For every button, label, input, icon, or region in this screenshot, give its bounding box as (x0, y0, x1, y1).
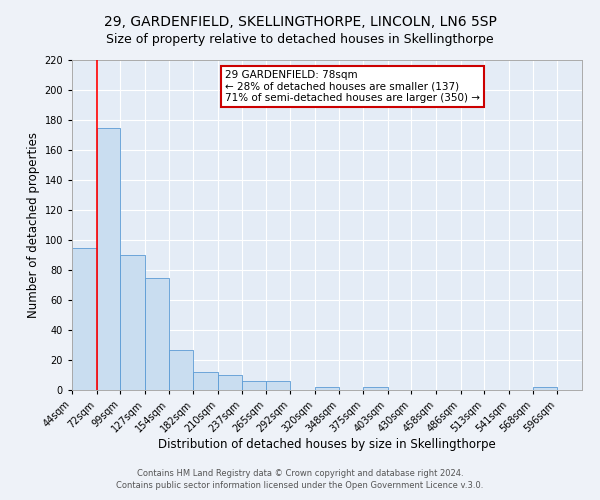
Text: Contains public sector information licensed under the Open Government Licence v.: Contains public sector information licen… (116, 481, 484, 490)
Bar (363, 387, 388, 390)
Bar (266, 381, 290, 390)
Text: 29 GARDENFIELD: 78sqm
← 28% of detached houses are smaller (137)
71% of semi-det: 29 GARDENFIELD: 78sqm ← 28% of detached … (225, 70, 480, 103)
Bar (533, 387, 557, 390)
Bar (314, 387, 340, 390)
Text: Contains HM Land Registry data © Crown copyright and database right 2024.: Contains HM Land Registry data © Crown c… (137, 468, 463, 477)
Text: Size of property relative to detached houses in Skellingthorpe: Size of property relative to detached ho… (106, 32, 494, 46)
X-axis label: Distribution of detached houses by size in Skellingthorpe: Distribution of detached houses by size … (158, 438, 496, 451)
Bar (121, 255, 145, 390)
Text: 29, GARDENFIELD, SKELLINGTHORPE, LINCOLN, LN6 5SP: 29, GARDENFIELD, SKELLINGTHORPE, LINCOLN… (104, 15, 496, 29)
Bar (97, 128, 121, 390)
Bar (72, 248, 97, 390)
Bar (145, 278, 169, 390)
Bar (193, 372, 218, 390)
Y-axis label: Number of detached properties: Number of detached properties (27, 132, 40, 318)
Bar (169, 350, 193, 390)
Bar (218, 375, 242, 390)
Bar (242, 381, 266, 390)
